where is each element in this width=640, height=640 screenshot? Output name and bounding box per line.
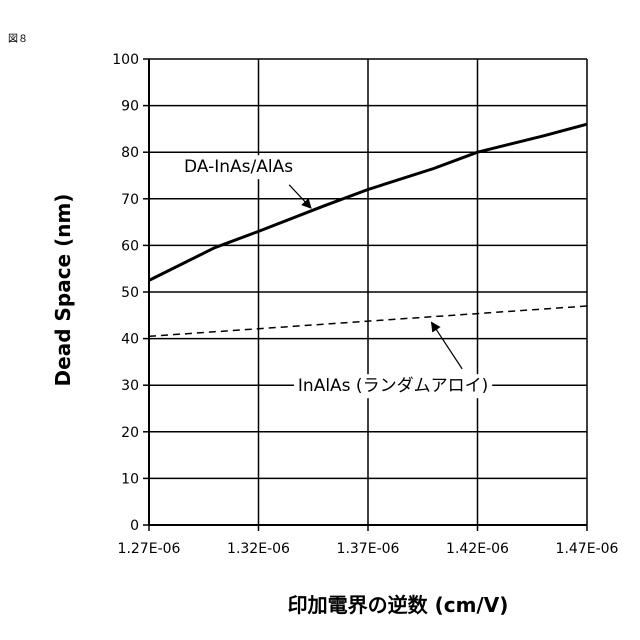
series-annotation-label: DA-InAs/AlAs [184,157,293,177]
y-tick-label: 50 [121,285,139,301]
y-tick-label: 80 [121,145,139,161]
y-tick-label: 30 [121,378,139,394]
y-tick-label: 100 [112,52,139,68]
y-tick-label: 90 [121,99,139,115]
y-tick-label: 0 [130,518,139,534]
y-tick-label: 10 [121,471,139,487]
x-axis-title: 印加電界の逆数 (cm/V) [288,593,509,617]
y-tick-label: 60 [121,238,139,254]
x-tick-label: 1.27E-06 [118,541,181,557]
x-tick-label: 1.47E-06 [556,541,619,557]
x-tick-label: 1.32E-06 [227,541,290,557]
x-tick-label: 1.37E-06 [337,541,400,557]
y-tick-label: 70 [121,192,139,208]
series-annotation-label: InAlAs (ランダムアロイ) [298,376,488,396]
y-tick-label: 20 [121,425,139,441]
annotation-arrow [432,322,463,369]
x-tick-label: 1.42E-06 [446,541,509,557]
y-axis-title: Dead Space (nm) [51,194,75,387]
y-tick-label: 40 [121,332,139,348]
annotation-arrow [289,185,311,208]
